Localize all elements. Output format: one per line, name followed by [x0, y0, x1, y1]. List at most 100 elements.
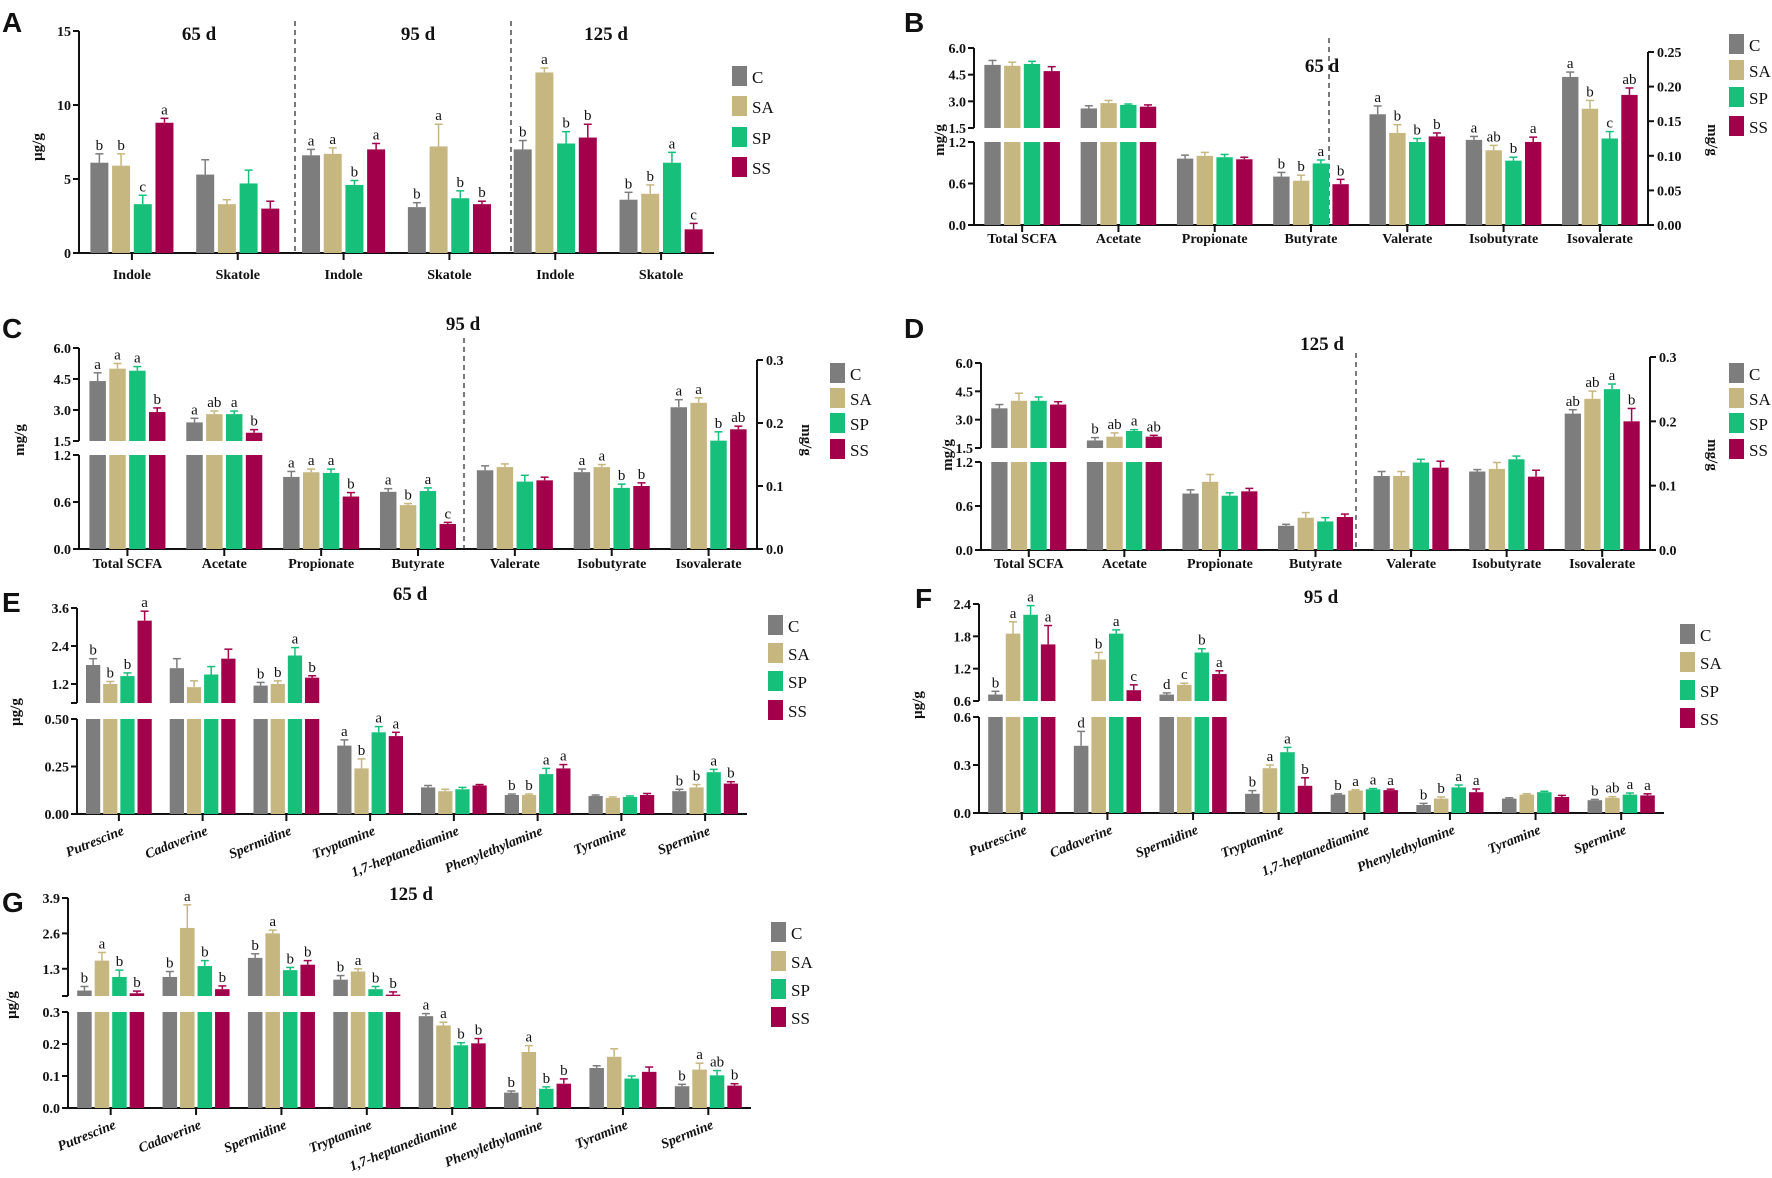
- legend-label: SA: [1749, 390, 1771, 409]
- bar-c: [1330, 794, 1346, 813]
- legend-label: SA: [1700, 654, 1722, 673]
- bar-sp: [345, 184, 364, 253]
- bar-sa: [690, 402, 707, 549]
- legend-swatch: [830, 439, 845, 459]
- bar-c: [283, 476, 300, 549]
- bar-sp: [622, 796, 638, 814]
- bar-sa: [354, 768, 369, 814]
- y-tick-label: 0.6: [956, 500, 974, 515]
- significance-letter: b: [1510, 141, 1518, 157]
- category-label: Indole: [113, 268, 151, 283]
- panel-c: C 95 d mg/g 0.0 0.6 1.21.5 3.0 4.5 6.0 0.0 0.1 0.2 0…: [2, 313, 872, 572]
- significance-letter: b: [96, 138, 104, 154]
- panel-label: B: [904, 7, 924, 38]
- legend-label: C: [850, 365, 861, 384]
- period-title: 125 d: [389, 884, 433, 905]
- bar-sp: [287, 655, 303, 703]
- y-tick-label: 0.6: [954, 695, 972, 710]
- significance-letter: b: [257, 666, 265, 682]
- bar-sp: [1601, 138, 1618, 225]
- bar-sa: [180, 927, 195, 996]
- significance-letter: a: [269, 914, 276, 930]
- significance-letter: b: [508, 778, 516, 794]
- bar-c: [247, 1012, 263, 1108]
- legend-swatch: [768, 643, 783, 663]
- bar-c: [672, 791, 687, 814]
- significance-letter: a: [669, 136, 676, 152]
- significance-letter: b: [133, 975, 141, 991]
- y-tick-label: 4.5: [956, 385, 974, 400]
- y-tick-label: 6.0: [54, 342, 72, 357]
- significance-letter: a: [710, 753, 717, 769]
- legend-label: SS: [1749, 441, 1768, 460]
- category-label: Skatole: [427, 268, 471, 283]
- right-y-tick-label: 0.3: [1659, 351, 1677, 366]
- significance-letter: a: [1370, 773, 1377, 789]
- significance-letter: b: [251, 938, 259, 954]
- legend-swatch: [1729, 413, 1744, 433]
- bar-sa: [265, 1012, 280, 1108]
- significance-letter: a: [440, 1006, 447, 1022]
- bar-ss: [305, 677, 320, 703]
- bar-sa: [605, 797, 620, 814]
- significance-letter: a: [134, 351, 141, 367]
- bar-ss: [1145, 436, 1162, 448]
- category-label: Spermidine: [1134, 823, 1201, 862]
- legend-label: SS: [1700, 710, 1719, 729]
- bar-sp: [1023, 64, 1041, 128]
- significance-letter: b: [715, 416, 723, 432]
- y-tick-label: 1.8: [954, 630, 972, 645]
- significance-letter: b: [308, 660, 316, 676]
- bar-c: [1073, 745, 1089, 813]
- bar-sp: [455, 789, 470, 814]
- bar-sa: [1581, 108, 1599, 225]
- bar-sa: [350, 1012, 366, 1108]
- legend-label: SP: [1749, 89, 1768, 108]
- legend-swatch: [732, 96, 747, 116]
- bar-sp: [709, 1075, 725, 1108]
- category-label: Phenylethylamine: [443, 1118, 545, 1171]
- bar-sp: [1537, 792, 1552, 813]
- legend-label: SP: [788, 673, 807, 692]
- bar-ss: [578, 137, 597, 253]
- significance-letter: c: [1181, 667, 1188, 683]
- bar-sp: [120, 719, 135, 814]
- category-label: Indole: [536, 268, 574, 283]
- y-tick-label: 6.0: [956, 357, 974, 372]
- significance-letter: ab: [1605, 781, 1619, 797]
- significance-letter: b: [457, 175, 465, 191]
- significance-letter: b: [286, 951, 294, 967]
- bar-ss: [1043, 71, 1060, 128]
- bar-sp: [557, 143, 576, 253]
- bar-sa: [1584, 398, 1601, 550]
- legend-swatch: [1729, 34, 1744, 54]
- significance-letter: a: [1010, 606, 1017, 622]
- significance-letter: c: [444, 506, 451, 522]
- bar-sa: [641, 193, 660, 253]
- legend-swatch: [830, 363, 845, 383]
- y-tick-label: 3.0: [949, 95, 967, 110]
- legend-swatch: [1729, 363, 1744, 383]
- bar-ss: [1139, 106, 1157, 128]
- bar-ss: [129, 1012, 145, 1108]
- right-y-tick-label: 0.20: [1657, 81, 1682, 96]
- category-label: Tryptamine: [307, 1118, 374, 1157]
- y-tick-label: 1.5: [54, 435, 72, 450]
- legend-swatch: [830, 413, 845, 433]
- bar-sp: [1023, 717, 1038, 813]
- legend-label: C: [791, 924, 802, 943]
- y-tick-label: 15: [57, 25, 71, 40]
- category-label: Spermine: [1572, 823, 1629, 858]
- significance-letter: a: [695, 382, 702, 398]
- bar-sp: [1312, 163, 1330, 225]
- category-label: Isobutyrate: [577, 557, 646, 572]
- bar-sp: [129, 455, 146, 549]
- significance-letter: a: [1455, 769, 1462, 785]
- significance-letter: b: [1297, 159, 1305, 175]
- bar-sp: [662, 162, 681, 253]
- significance-letter: a: [579, 453, 586, 469]
- legend-swatch: [771, 922, 786, 942]
- legend-swatch: [1680, 708, 1695, 728]
- legend-swatch: [1729, 388, 1744, 408]
